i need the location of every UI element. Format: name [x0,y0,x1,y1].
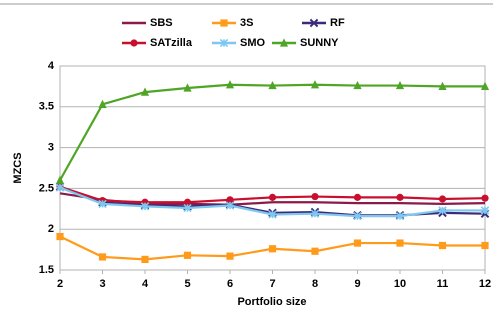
point [56,232,64,241]
point [438,195,447,203]
point [55,183,65,192]
point [268,193,277,201]
legend-label: SUNNY [300,37,339,49]
point [311,247,319,255]
point [438,206,447,215]
point [226,252,234,260]
point [481,241,489,250]
point [268,80,277,90]
x-axis-title: Portfolio size [237,296,306,308]
plot-frame [59,65,486,271]
point [438,241,447,250]
x-tick-label: 4 [142,278,149,290]
point [98,253,107,261]
point [353,80,362,90]
point [310,80,320,89]
x-tick-label: 11 [437,278,449,290]
x-tick-label: 10 [394,278,406,290]
legend-marker [219,38,229,48]
legend-label: SMO [240,37,266,49]
point [396,193,404,201]
point [311,192,319,201]
point [225,201,235,210]
point [98,199,107,209]
x-tick-label: 2 [57,278,63,290]
point [480,81,490,90]
point [395,80,405,90]
point [226,196,234,204]
y-tick-label: 2 [48,223,54,235]
point [481,194,489,202]
point [141,255,149,263]
point [183,203,192,213]
x-tick-label: 3 [99,278,105,290]
point [140,87,150,96]
legend-marker [220,19,228,27]
point [395,211,405,221]
x-tick-label: 7 [269,278,275,290]
point [480,206,490,215]
y-tick-label: 4 [48,60,55,72]
y-tick-label: 1.5 [39,264,54,276]
point [183,83,192,92]
point [225,80,235,89]
series-line [59,83,485,181]
legend-marker [279,38,289,47]
x-tick-label: 12 [479,278,491,290]
point [268,210,277,219]
y-tick-label: 3.5 [39,101,54,113]
y-axis-title: MZCS [12,152,24,183]
x-tick-label: 9 [354,278,360,290]
legend-label: 3S [240,17,253,29]
legend-label: RF [330,17,345,29]
x-tick-label: 5 [184,278,190,290]
y-tick-label: 2.5 [39,182,54,194]
legend-marker [130,39,138,47]
point [353,193,362,201]
legend-marker [309,18,319,28]
point [98,99,107,108]
y-tick-label: 3 [48,142,54,154]
point [353,239,362,247]
x-tick-label: 6 [227,278,233,290]
point [183,198,192,206]
legend-label: SATzilla [150,37,193,49]
point [55,175,65,184]
point [268,245,277,253]
point [310,209,320,218]
x-tick-label: 8 [312,278,318,290]
point [396,239,404,247]
point [183,251,192,259]
point [353,211,362,221]
legend-label: SBS [150,17,173,29]
point [140,202,150,211]
point [438,81,447,90]
